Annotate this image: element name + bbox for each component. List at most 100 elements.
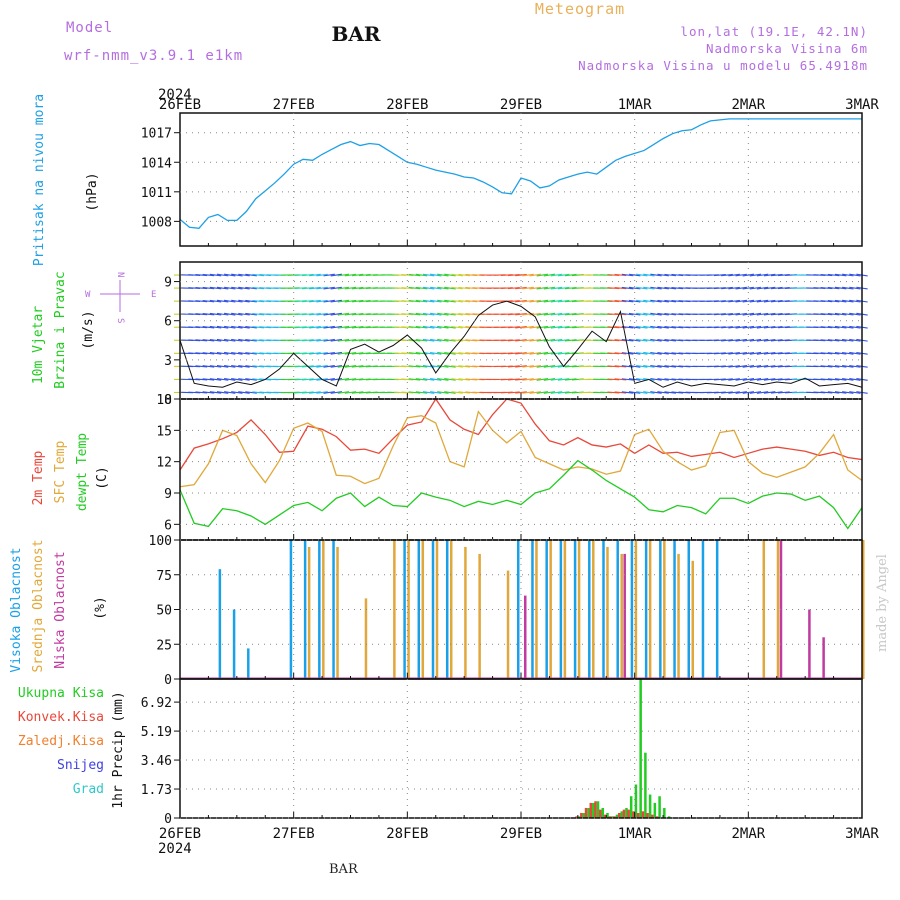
y-axis-labels: Pritisak na nivou mora (hPa) 10m Vjetar Brz… xyxy=(9,94,126,809)
precip-bar xyxy=(634,784,638,818)
credit: made by Angel xyxy=(875,554,890,652)
day-label-top-1: 27FEB xyxy=(273,97,315,113)
cloud-bar xyxy=(449,540,453,679)
precip-bar xyxy=(648,794,652,818)
panels xyxy=(174,118,868,818)
precip-bar xyxy=(632,811,635,818)
cloud-bar xyxy=(606,546,609,679)
cloud-bar xyxy=(549,540,552,679)
cloud-bar xyxy=(687,540,690,679)
precip-legend-4: Grad xyxy=(73,782,104,797)
tick-label-precip-2: 3.46 xyxy=(141,754,172,769)
tick-label-precip-3: 5.19 xyxy=(141,725,172,740)
tick-label-cloud-3: 75 xyxy=(156,569,172,584)
ylabel-low-cloud: Niska Oblacnost xyxy=(53,551,68,668)
precip-bar xyxy=(594,801,597,818)
precip-bar xyxy=(644,752,647,818)
precip-bar xyxy=(596,801,600,818)
precip-bar xyxy=(613,816,616,818)
day-label-bottom-6: 3MAR xyxy=(845,826,879,842)
tick-label-wind-2: 6 xyxy=(164,315,172,330)
tick-label-temperature-1: 9 xyxy=(164,487,172,502)
station-name: BAR xyxy=(331,22,381,46)
precip-bar xyxy=(658,796,661,818)
compass-icon: N S W E xyxy=(85,272,156,323)
precip-legend-2: Zaledj.Kisa xyxy=(18,734,104,749)
cloud-bar xyxy=(478,553,481,679)
cloud-bar xyxy=(663,540,666,679)
ylabel-t2m: 2m Temp xyxy=(31,450,46,505)
footer-station: BAR xyxy=(329,862,358,877)
precip-bar xyxy=(610,816,614,818)
model-elevation-text: Nadmorska Visina u modelu 65.4918m xyxy=(578,58,868,73)
wind-arrows xyxy=(174,273,868,394)
ylabel-temp-unit: (C) xyxy=(95,466,110,489)
ylabel-mid-cloud: Srednja Oblacnost xyxy=(31,539,46,672)
cloud-bar xyxy=(393,540,396,679)
precip-bar xyxy=(627,809,630,818)
cloud-bar xyxy=(592,540,595,679)
tick-label-wind-3: 9 xyxy=(164,276,172,291)
ylabel-cloud-unit: (%) xyxy=(93,596,108,619)
cloud-bar xyxy=(218,569,222,679)
tick-label-cloud-0: 0 xyxy=(164,673,172,688)
tick-label-wind-1: 3 xyxy=(164,354,172,369)
precip-bar xyxy=(599,809,602,818)
precip-bar xyxy=(601,807,605,818)
ylabel-pressure-unit: (hPa) xyxy=(85,172,100,211)
day-label-top-4: 1MAR xyxy=(618,97,652,113)
tick-label-pressure-2: 1014 xyxy=(141,156,172,171)
elevation-text: Nadmorska Visina 6m xyxy=(706,41,868,56)
day-label-bottom-3: 29FEB xyxy=(500,826,542,842)
precip-bar xyxy=(641,811,645,818)
pressure-line xyxy=(179,118,862,229)
ylabel-sfc: SFC Temp xyxy=(53,441,68,504)
day-label-top-2: 28FEB xyxy=(386,97,428,113)
cloud-bar xyxy=(648,540,652,679)
cloud-bar xyxy=(535,540,538,679)
day-label-top-3: 29FEB xyxy=(500,97,542,113)
cloud-bar xyxy=(435,540,439,679)
precip-bar xyxy=(603,814,607,818)
cloud-bar xyxy=(673,540,676,679)
cloud-bar xyxy=(677,553,680,679)
precip-bar xyxy=(636,812,640,818)
cloud-bar xyxy=(318,540,321,679)
cloud-bar xyxy=(332,540,335,679)
precip-bar xyxy=(625,807,628,818)
cloud-bar xyxy=(762,540,766,679)
precip-bar xyxy=(622,809,626,818)
ylabel-wind: 10m Vjetar xyxy=(31,306,46,384)
precip-bar xyxy=(615,814,619,818)
cloud-bar xyxy=(403,540,406,679)
precip-bar xyxy=(629,796,633,818)
cloud-bar xyxy=(588,540,591,679)
cloud-bar xyxy=(445,540,449,679)
ylabel-precip: 1hr Precip (mm) xyxy=(111,691,126,808)
tick-label-precip-1: 1.73 xyxy=(141,783,172,798)
precip-bar xyxy=(651,814,654,818)
compass-n: N xyxy=(115,272,125,277)
cloud-bar xyxy=(644,540,648,679)
temp-dewpt-line xyxy=(179,459,863,530)
tick-label-temperature-3: 15 xyxy=(156,424,172,439)
ylabel-wind-unit: (m/s) xyxy=(81,310,96,349)
tick-label-precip-4: 6.92 xyxy=(141,696,172,711)
ylabel-wind-2: Brzina i Pravac xyxy=(53,271,68,388)
coords-text: lon,lat (19.1E, 42.1N) xyxy=(680,24,868,39)
precip-bars-0 xyxy=(577,679,671,818)
cloud-bar xyxy=(715,540,719,679)
year-bottom: 2024 xyxy=(158,841,192,857)
panel-frame-temperature xyxy=(179,398,863,541)
tick-label-temperature-0: 6 xyxy=(164,518,172,533)
chart-title: Meteogram xyxy=(534,0,626,18)
precip-bar xyxy=(587,807,590,818)
tick-label-temperature-2: 12 xyxy=(156,456,172,471)
cloud-bar xyxy=(616,540,619,679)
precip-bar xyxy=(582,812,586,818)
cloud-bar xyxy=(247,648,250,679)
day-label-top-6: 3MAR xyxy=(845,97,879,113)
cloud-bar xyxy=(573,540,577,679)
cloud-bar xyxy=(322,540,325,679)
